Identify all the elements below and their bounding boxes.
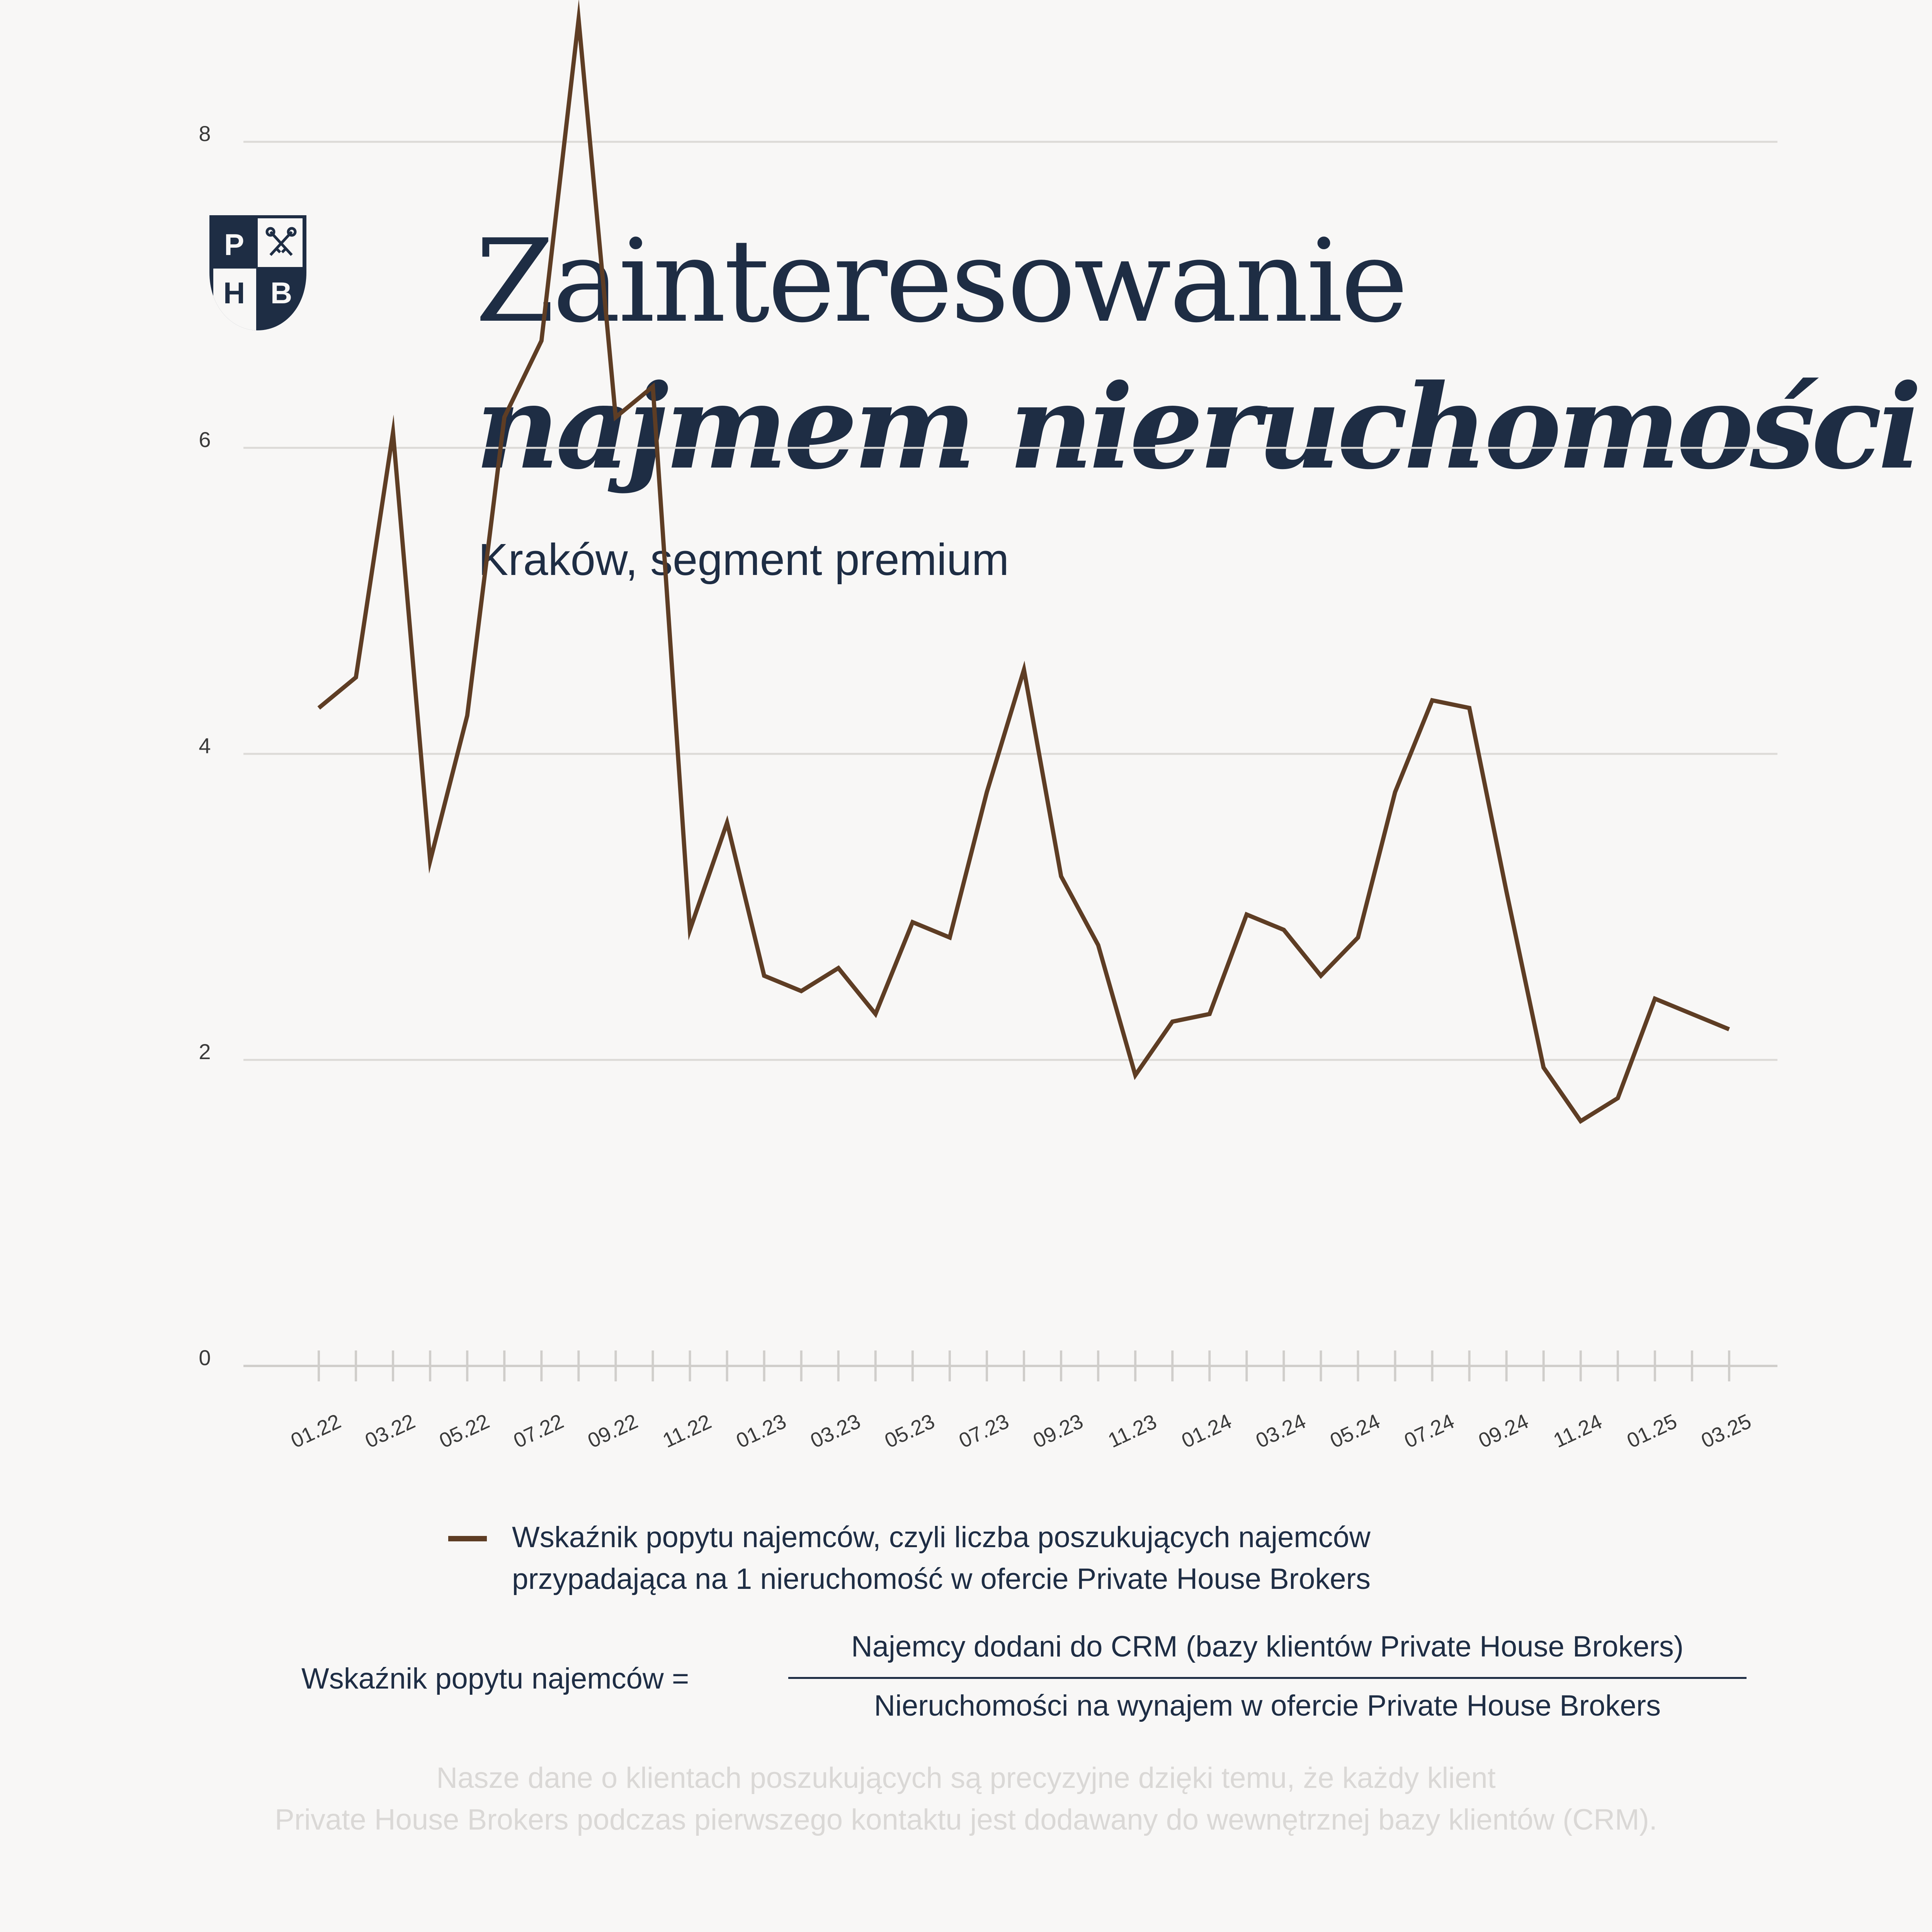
- y-tick-label: 6: [199, 427, 211, 452]
- x-tick-label: 01.25: [1623, 1410, 1680, 1452]
- x-tick-label: 05.23: [881, 1410, 938, 1452]
- x-axis: [243, 1350, 1777, 1381]
- formula-numerator: Najemcy dodani do CRM (bazy klientów Pri…: [851, 1630, 1684, 1663]
- formula-label: Wskaźnik popytu najemców =: [301, 1662, 689, 1695]
- y-tick-label: 8: [199, 121, 211, 146]
- y-tick-label: 4: [199, 733, 211, 758]
- footnote: Nasze dane o klientach poszukujących są …: [0, 1757, 1932, 1841]
- phb-logo: P H B: [209, 215, 306, 330]
- legend-label-line2: przypadająca na 1 nieruchomość w ofercie…: [512, 1563, 1371, 1595]
- x-tick-label: 11.22: [659, 1410, 715, 1452]
- x-tick-label: 09.24: [1475, 1410, 1532, 1452]
- page-subtitle: Kraków, segment premium: [478, 534, 1009, 585]
- x-tick-label: 09.22: [584, 1410, 641, 1452]
- legend-label: Wskaźnik popytu najemców, czyli liczba p…: [512, 1517, 1371, 1600]
- x-tick-labels: 01.22 03.22 05.22 07.22 09.22 11.22 01.23 03.23…: [287, 1410, 1755, 1452]
- x-tick-label: 03.25: [1697, 1410, 1755, 1452]
- logo-letter-h: H: [223, 276, 245, 310]
- footnote-line2: Private House Brokers podczas pierwszego…: [275, 1803, 1657, 1836]
- x-tick-label: 05.22: [436, 1410, 493, 1452]
- grid-lines: [243, 141, 1777, 1061]
- x-tick-label: 07.22: [510, 1410, 567, 1452]
- x-tick-label: 03.22: [362, 1410, 419, 1452]
- logo-letter-b: B: [270, 276, 292, 310]
- x-tick-label: 09.23: [1030, 1410, 1087, 1452]
- x-tick-label: 11.24: [1550, 1410, 1605, 1452]
- formula-denominator: Nieruchomości na wynajem w ofercie Priva…: [874, 1689, 1661, 1722]
- crossed-keys-icon: [265, 227, 297, 256]
- x-tick-label: 01.24: [1178, 1410, 1235, 1452]
- x-tick-label: 01.23: [733, 1410, 790, 1452]
- y-tick-labels: 0 2 4 6 8: [199, 121, 211, 1370]
- footnote-line1: Nasze dane o klientach poszukujących są …: [436, 1762, 1496, 1794]
- y-tick-label: 0: [199, 1345, 211, 1370]
- series-line-0: [317, 0, 1730, 1124]
- page-title-line1: Zainteresowanie: [475, 214, 1408, 348]
- logo-letter-p: P: [224, 228, 244, 262]
- x-tick-label: 03.24: [1252, 1410, 1310, 1452]
- page-title-line2: najmem nieruchomości: [475, 359, 1922, 495]
- x-tick-label: 01.22: [287, 1410, 344, 1452]
- x-tick-label: 03.23: [807, 1410, 864, 1452]
- legend-label-line1: Wskaźnik popytu najemców, czyli liczba p…: [512, 1521, 1371, 1554]
- series-lines: [317, 0, 1730, 1124]
- x-tick-label: 07.23: [955, 1410, 1012, 1452]
- y-tick-label: 2: [199, 1039, 211, 1064]
- x-tick-label: 05.24: [1327, 1410, 1384, 1452]
- legend-swatch: [448, 1536, 487, 1541]
- x-tick-label: 07.24: [1401, 1410, 1458, 1452]
- formula-fraction-bar: [788, 1677, 1747, 1679]
- x-tick-label: 11.23: [1104, 1410, 1160, 1452]
